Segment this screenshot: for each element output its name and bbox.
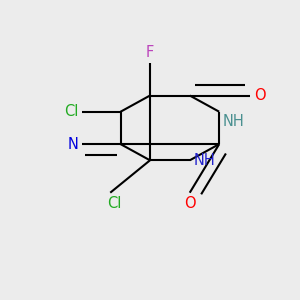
Text: O: O	[184, 196, 196, 211]
Text: Cl: Cl	[107, 196, 122, 211]
Text: N: N	[68, 136, 79, 152]
Text: Cl: Cl	[64, 104, 79, 119]
Text: F: F	[146, 45, 154, 60]
Text: NH: NH	[223, 114, 244, 129]
Text: O: O	[254, 88, 265, 103]
Text: NH: NH	[193, 153, 215, 168]
